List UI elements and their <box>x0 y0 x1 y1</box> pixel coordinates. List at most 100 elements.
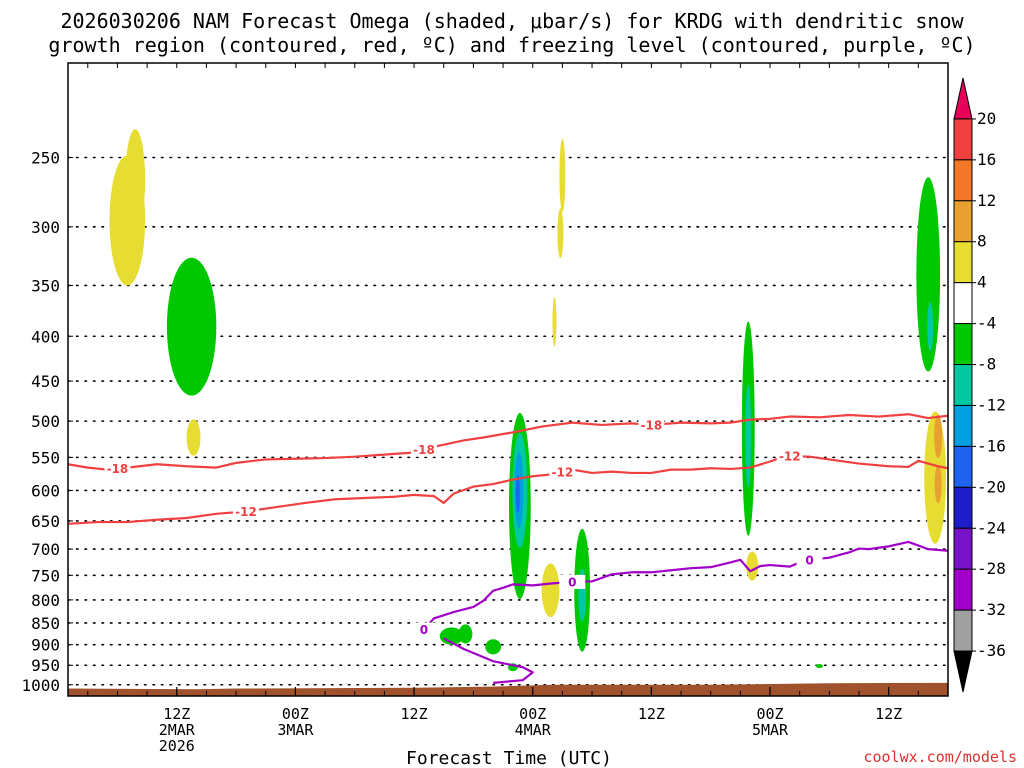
colorbar-label-3: 8 <box>977 232 987 251</box>
plot-frame <box>67 62 949 697</box>
colorbar-bin-12 <box>953 568 973 611</box>
y-tick-label-900: 900 <box>31 636 60 655</box>
x-tick-label-0-0: 12Z <box>163 705 190 723</box>
contour-label-bg-minus12-1 <box>549 464 576 479</box>
y-tick-label-950: 950 <box>31 656 60 675</box>
terrain-fill <box>68 682 948 696</box>
y-tick-label-750: 750 <box>31 566 60 585</box>
x-axis-label: Forecast Time (UTC) <box>406 748 612 768</box>
omega-blob-21 <box>916 177 941 372</box>
x-tick-label-2-0: 12Z <box>401 705 428 723</box>
x-tick-label-1-0: 00Z <box>282 705 309 723</box>
y-axis: 250 300 350 400 450 500 550 600 650 700 750 800 850 9… <box>21 148 73 695</box>
x-tick-label-6-0: 12Z <box>875 705 902 723</box>
colorbar-top-arrow <box>953 77 973 120</box>
colorbar-label-1: 16 <box>977 150 996 169</box>
colorbar-bin-6 <box>953 323 973 366</box>
colorbar-bin-11 <box>953 527 973 570</box>
contour-label-bg-minus12-0 <box>232 504 259 519</box>
contour-label-minus18-0: -18 <box>107 462 129 476</box>
x-tick-label-1-1: 3MAR <box>277 721 314 739</box>
colorbar-bin-10 <box>953 486 973 529</box>
x-tick-label-5-1: 5MAR <box>752 721 789 739</box>
colorbar-label-2: 12 <box>977 191 996 210</box>
x-tick-label-3-1: 4MAR <box>515 721 552 739</box>
contour-label-bg-minus18-0 <box>104 461 131 476</box>
contour-label-zero-1: 0 <box>568 575 576 589</box>
omega-blob-24 <box>934 414 943 459</box>
omega-blob-20 <box>746 551 759 581</box>
contour-label-minus18-1: -18 <box>413 443 435 457</box>
y-tick-label-350: 350 <box>31 276 60 295</box>
y-tick-label-600: 600 <box>31 481 60 500</box>
colorbar-bin-8 <box>953 404 973 447</box>
y-tick-label-800: 800 <box>31 591 60 610</box>
omega-blob-25 <box>934 464 942 504</box>
omega-blob-5 <box>458 624 473 644</box>
contour-label-bg-minus18-1 <box>410 442 437 457</box>
colorbar-bin-3 <box>953 200 973 243</box>
x-tick-label-0-1: 2MAR <box>159 721 196 739</box>
contour-label-bg-minus12-2 <box>776 448 803 463</box>
contour-label-zero-0: 0 <box>420 623 428 637</box>
x-tick-label-0-2: 2026 <box>159 737 195 755</box>
y-tick-label-700: 700 <box>31 540 60 559</box>
y-tick-label-500: 500 <box>31 412 60 431</box>
omega-blob-22 <box>927 302 934 352</box>
omega-blob-6 <box>485 639 502 655</box>
credit-text: coolwx.com/models <box>863 748 1017 766</box>
contour-label-minus18-2: -18 <box>641 418 663 432</box>
contour-label-bg-zero-0 <box>410 622 437 637</box>
omega-blob-1 <box>125 129 146 231</box>
contour-minus18 <box>68 413 948 471</box>
y-tick-label-650: 650 <box>31 512 60 531</box>
colorbar-bin-5 <box>953 282 973 325</box>
plot-area: -18 -18 -18 -12 -12 -12 0 0 0 <box>67 62 949 697</box>
x-tick-label-3-0: 00Z <box>519 705 546 723</box>
colorbar-label-9: -20 <box>977 477 1006 496</box>
colorbar-bin-4 <box>953 241 973 284</box>
y-tick-label-550: 550 <box>31 448 60 467</box>
colorbar-bin-13 <box>953 609 973 652</box>
y-tick-label-400: 400 <box>31 327 60 346</box>
contour-label-minus12-2: -12 <box>779 449 801 463</box>
x-tick-label-5-0: 00Z <box>756 705 783 723</box>
contour-label-minus12-1: -12 <box>552 465 574 479</box>
y-tick-label-250: 250 <box>31 148 60 167</box>
colorbar-label-7: -12 <box>977 395 1006 414</box>
colorbar-label-5: -4 <box>977 314 996 333</box>
omega-blob-14 <box>552 296 557 347</box>
y-tick-label-1000: 1000 <box>21 676 60 695</box>
colorbar-bin-7 <box>953 364 973 406</box>
colorbar-label-6: -8 <box>977 355 996 374</box>
omega-blob-13 <box>557 208 564 259</box>
x-tick-label-4-0: 12Z <box>638 705 665 723</box>
chart-title-line-2: growth region (contoured, red, ºC) and f… <box>48 33 975 57</box>
colorbar-bottom-arrow <box>953 650 973 693</box>
contour-label-zero-2: 0 <box>805 553 813 567</box>
colorbar-label-0: 20 <box>977 109 996 128</box>
y-tick-label-850: 850 <box>31 614 60 633</box>
omega-blob-11 <box>515 474 520 513</box>
colorbar-bin-2 <box>953 159 973 202</box>
colorbar-label-4: 4 <box>977 273 987 292</box>
omega-blob-12 <box>559 138 566 212</box>
y-tick-label-450: 450 <box>31 372 60 391</box>
omega-blob-15 <box>541 563 560 618</box>
colorbar: 20 16 12 8 4 -4 -8 -12 -16 -20 -24 -28 -32 -36 <box>953 77 1006 693</box>
omega-blob-19 <box>745 384 752 488</box>
contour-label-bg-minus18-2 <box>638 417 665 432</box>
omega-blob-26 <box>816 664 823 669</box>
contour-zero-tail <box>443 637 534 684</box>
colorbar-bin-1 <box>953 118 973 161</box>
colorbar-label-8: -16 <box>977 436 1006 455</box>
colorbar-label-13: -36 <box>977 641 1006 660</box>
plot-content: -18 -18 -18 -12 -12 -12 0 0 0 <box>68 129 948 696</box>
y-tick-label-300: 300 <box>31 218 60 237</box>
contour-label-bg-zero-2 <box>796 552 823 567</box>
contour-label-bg-zero-1 <box>559 574 586 589</box>
colorbar-bin-9 <box>953 445 973 488</box>
contour-label-minus12-0: -12 <box>235 505 257 519</box>
